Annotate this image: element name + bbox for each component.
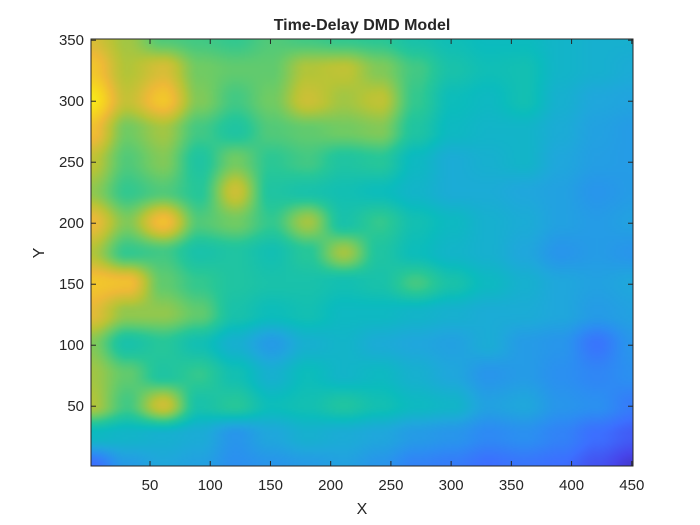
x-tick-label: 50: [142, 477, 159, 494]
x-tick-label: 100: [198, 477, 223, 494]
x-axis-ticks: 50 100 150 200 250 300 350 400 450: [142, 39, 644, 494]
y-axis-ticks: 50 100 150 200 250 300 350: [59, 32, 633, 415]
x-tick-label: 350: [499, 477, 524, 494]
chart-title: Time-Delay DMD Model: [274, 17, 451, 34]
y-tick-label: 150: [59, 276, 84, 293]
x-tick-label: 400: [559, 477, 584, 494]
x-tick-label: 300: [439, 477, 464, 494]
y-axis-label: Y: [31, 247, 48, 258]
plot-frame: [90, 38, 634, 467]
y-tick-label: 350: [59, 32, 84, 49]
y-tick-label: 200: [59, 215, 84, 232]
x-tick-label: 450: [619, 477, 644, 494]
y-tick-label: 100: [59, 337, 84, 354]
heatmap-field: [91, 39, 633, 466]
x-tick-label: 150: [258, 477, 283, 494]
y-tick-label: 250: [59, 154, 84, 171]
x-tick-label: 250: [378, 477, 403, 494]
y-tick-label: 50: [67, 398, 84, 415]
y-tick-label: 300: [59, 93, 84, 110]
x-tick-label: 200: [318, 477, 343, 494]
x-axis-label: X: [357, 501, 368, 518]
